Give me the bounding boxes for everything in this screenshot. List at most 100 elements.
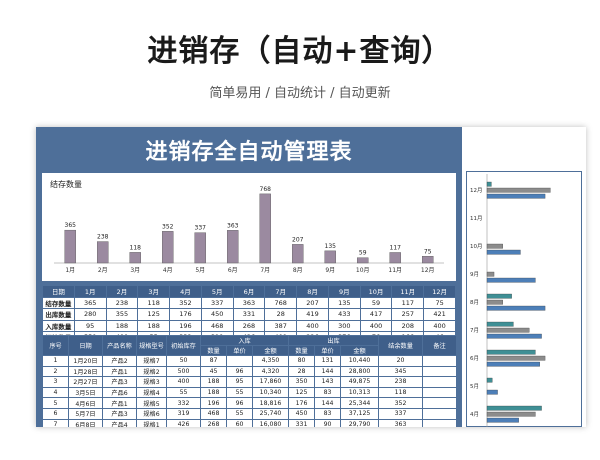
detail-cell: 产品4: [102, 418, 137, 427]
detail-cell: 468: [200, 407, 227, 420]
stock-bar-value-label: 75: [424, 248, 432, 255]
summary-cell: 280: [73, 308, 107, 321]
side-bar: [486, 327, 530, 333]
detail-cell: 6月8日: [68, 418, 103, 427]
page-title: 进销存（自动+查询）: [147, 34, 453, 69]
detail-row: 3 2月27日 产品3 规格3 400 188 95 17,860 350 143 49,875 23…: [42, 376, 458, 388]
detail-subheader-row: 数量 单价 金额 数量 单价 金额: [43, 345, 457, 356]
side-bar: [486, 389, 498, 395]
summary-cell: 268: [232, 319, 266, 332]
summary-header-cell: 日期: [42, 285, 75, 298]
summary-cell: 176: [169, 308, 202, 321]
side-bar: [486, 293, 512, 299]
summary-cell: 400: [423, 319, 456, 332]
summary-header-cell: 9月: [327, 285, 361, 298]
detail-cell: 188: [200, 386, 227, 399]
detail-cell: 176: [288, 397, 316, 409]
summary-cell: 400: [359, 319, 393, 332]
summary-cell: 300: [327, 319, 361, 332]
detail-cell: 188: [200, 376, 227, 388]
detail-cell: 345: [378, 365, 424, 378]
detail-cell: 45: [200, 365, 227, 378]
summary-cell: 433: [327, 308, 361, 321]
detail-row: 1 1月20日 产品2 规格7 50 87 4,350 80 131 10,440 20: [42, 355, 458, 367]
detail-cell: 产品6: [102, 386, 137, 399]
summary-row: 结存数量 365 238 118 352 337 363 768 207 135 59 117 75: [42, 296, 456, 309]
detail-cell: 118: [378, 386, 424, 399]
stock-x-tick-label: 12月: [421, 267, 435, 274]
detail-cell: 18,816: [251, 397, 290, 409]
stock-bar-value-label: 352: [162, 223, 174, 230]
side-bar: [486, 333, 542, 339]
summary-cell: 355: [105, 308, 139, 321]
summary-cell: 207: [296, 296, 329, 309]
detail-cell: 268: [200, 418, 227, 427]
stock-x-tick-label: 2月: [98, 267, 108, 274]
summary-cell: 95: [73, 319, 107, 332]
summary-header-cell: 2月: [105, 285, 139, 298]
summary-cell: 238: [105, 296, 139, 309]
detail-cell: 3: [42, 376, 69, 388]
stock-bar-value-label: 363: [227, 222, 239, 229]
summary-cell: 400: [296, 319, 329, 332]
stock-bar: [194, 232, 206, 264]
side-bar: [486, 193, 546, 199]
summary-header-cell: 6月: [232, 285, 266, 298]
detail-cell: 144: [314, 397, 342, 409]
side-area: 12月 11月 10月 9月 8月 7月 6月 5月 4月: [462, 127, 586, 427]
detail-cell: 60: [226, 418, 253, 427]
side-bar: [486, 361, 540, 367]
side-bar: [486, 355, 546, 361]
side-tick-label: 9月: [470, 271, 479, 278]
summary-cell: 196: [169, 319, 202, 332]
detail-cell: 500: [166, 365, 201, 378]
detail-cell: [226, 355, 253, 367]
summary-row: 入库数量 95 188 188 196 468 268 387 400 300 400 208 400: [42, 319, 456, 332]
detail-cell: 16,080: [251, 418, 290, 427]
detail-header-cell: 序号: [42, 335, 69, 356]
summary-cell: 28: [264, 308, 298, 321]
detail-cell: 28,800: [340, 365, 380, 378]
summary-header-cell: 4月: [169, 285, 202, 298]
summary-row: 出库数量 280 355 125 176 450 331 28 419 433 417 257 421: [42, 308, 456, 321]
side-bar: [486, 411, 536, 417]
summary-row-label: 结存数量: [42, 296, 75, 309]
detail-header-cell: 日期: [68, 335, 103, 356]
detail-cell: 331: [288, 418, 316, 427]
detail-cell: 10,440: [340, 355, 380, 367]
detail-subheader-cell: 单价: [226, 345, 253, 356]
detail-cell: 131: [314, 355, 342, 367]
detail-cell: 10,340: [251, 386, 290, 399]
detail-cell: [422, 407, 458, 420]
detail-cell: 25,740: [251, 407, 290, 420]
detail-cell: 332: [166, 397, 201, 409]
stock-bar: [292, 244, 304, 264]
side-bar: [486, 349, 536, 355]
summary-header-cell: 3月: [137, 285, 171, 298]
detail-cell: 49,875: [340, 376, 380, 388]
detail-cell: 规格3: [136, 376, 167, 388]
detail-cell: 55: [166, 386, 201, 399]
detail-cell: 83: [314, 386, 342, 399]
summary-cell: 365: [73, 296, 107, 309]
detail-cell: 90: [314, 418, 342, 427]
summary-header-cell: 5月: [200, 285, 234, 298]
detail-cell: 95: [226, 376, 253, 388]
detail-cell: 143: [314, 376, 342, 388]
detail-cell: 87: [200, 355, 227, 367]
detail-cell: 28: [288, 365, 316, 378]
detail-subheader-cell: 单价: [314, 345, 342, 356]
detail-subheader-cell: 金额: [340, 345, 380, 356]
stock-x-tick-label: 1月: [65, 267, 75, 274]
detail-cell: 5: [42, 397, 69, 409]
stock-x-tick-label: 9月: [325, 267, 335, 274]
summary-header-cell: 11月: [391, 285, 425, 298]
detail-cell: 55: [226, 386, 253, 399]
detail-cell: 96: [226, 397, 253, 409]
stock-bar-value-label: 117: [390, 244, 402, 251]
detail-cell: 产品3: [102, 376, 137, 388]
summary-header-cell: 8月: [296, 285, 329, 298]
detail-cell: 50: [166, 355, 201, 367]
side-bar: [486, 299, 503, 305]
detail-header-cell: 产品名称: [102, 335, 137, 356]
